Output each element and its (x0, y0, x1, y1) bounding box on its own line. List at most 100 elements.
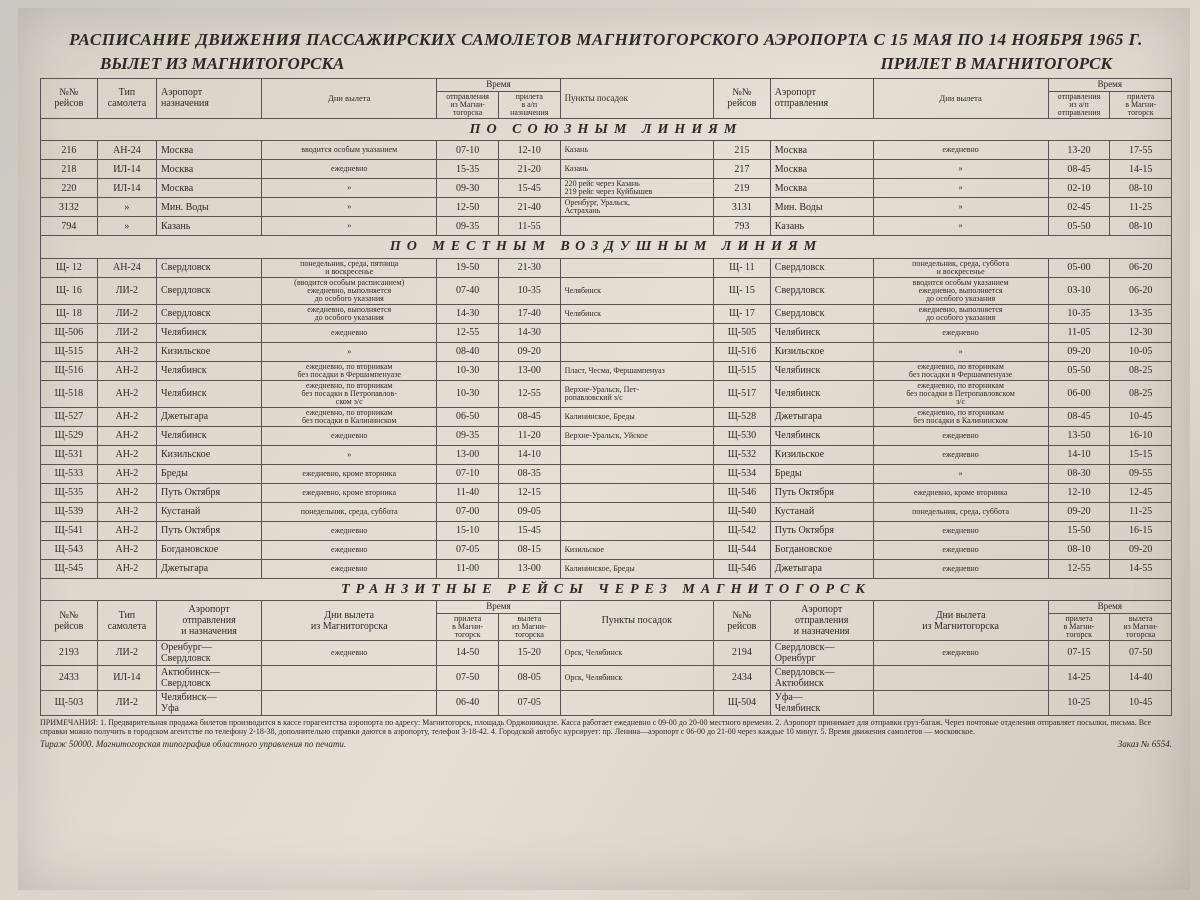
cell: 215 (714, 141, 771, 160)
cell (560, 502, 713, 521)
cell: 220 рейс через Казань219 рейс через Куйб… (560, 179, 713, 198)
table-row: Щ-529АН-2Челябинскежедневно09-3511-20Вер… (41, 426, 1172, 445)
cell: Челябинск (560, 277, 713, 304)
cell: ежедневно (873, 540, 1048, 559)
cell: Казань (770, 217, 873, 236)
cell: 11-25 (1110, 502, 1172, 521)
table-row: Щ- 18ЛИ-2Свердловскежедневно, выполняетс… (41, 304, 1172, 323)
t-hdr-orig: Аэропортотправленияи назначения (770, 601, 873, 641)
cell: Свердловск (770, 258, 873, 277)
cell: Москва (770, 141, 873, 160)
t-hdr-arrm2: прилетав Магни-тогорск (1048, 613, 1110, 640)
cell: 03-10 (1048, 277, 1110, 304)
cell: Щ-544 (714, 540, 771, 559)
cell: 14-10 (498, 445, 560, 464)
cell: понедельник, среда, суббота (873, 502, 1048, 521)
cell: 15-20 (498, 640, 560, 665)
hdr-time: Время (437, 79, 560, 92)
cell: Щ-545 (41, 559, 98, 578)
table-row: 794»Казань»09-3511-55793Казань»05-5008-1… (41, 217, 1172, 236)
cell: Челябинск (770, 361, 873, 380)
cell: 08-10 (1110, 179, 1172, 198)
cell: 14-50 (437, 640, 499, 665)
table-row: Щ-531АН-2Кизильское»13-0014-10Щ-532Кизил… (41, 445, 1172, 464)
cell: 10-35 (1048, 304, 1110, 323)
cell (873, 690, 1048, 715)
cell: 05-50 (1048, 217, 1110, 236)
cell: 21-40 (498, 198, 560, 217)
cell: Свердловск—Актюбинск (770, 665, 873, 690)
table-row: Щ-527АН-2Джетыгараежедневно, по вторника… (41, 407, 1172, 426)
t-hdr-time2: Время (1048, 601, 1171, 614)
cell: Щ-542 (714, 521, 771, 540)
cell: 08-25 (1110, 361, 1172, 380)
cell (262, 665, 437, 690)
cell: Оренбург—Свердловск (156, 640, 261, 665)
cell: 07-50 (1110, 640, 1172, 665)
cell: Щ- 15 (714, 277, 771, 304)
cell: ежедневно, по вторникамбез посадки в Пет… (873, 380, 1048, 407)
cell: 06-40 (437, 690, 499, 715)
cell: 12-10 (1048, 483, 1110, 502)
cell: 216 (41, 141, 98, 160)
cell: ЛИ-2 (97, 304, 156, 323)
cell: Мин. Воды (770, 198, 873, 217)
t-hdr-time: Время (437, 601, 560, 614)
section-transit: ТРАНЗИТНЫЕ РЕЙСЫ ЧЕРЕЗ МАГНИТОГОРСК (41, 578, 1172, 600)
cell: ежедневно, кроме вторника (873, 483, 1048, 502)
cell: » (873, 160, 1048, 179)
cell: АН-2 (97, 502, 156, 521)
cell: Челябинск—Уфа (156, 690, 261, 715)
cell: 15-15 (1110, 445, 1172, 464)
cell: 10-25 (1048, 690, 1110, 715)
cell: 08-40 (437, 342, 499, 361)
cell: вводится особым указаниемежедневно, выпо… (873, 277, 1048, 304)
cell: ежедневно (262, 559, 437, 578)
table-row: Щ-545АН-2Джетыгараежедневно11-0013-00Кал… (41, 559, 1172, 578)
hdr-type: Типсамолета (97, 79, 156, 119)
cell: 08-10 (1110, 217, 1172, 236)
cell: 09-20 (1110, 540, 1172, 559)
cell: ежедневно (262, 540, 437, 559)
cell: ежедневно, выполняетсядо особого указани… (262, 304, 437, 323)
hdr-flight2: №№рейсов (714, 79, 771, 119)
cell: 220 (41, 179, 98, 198)
cell: Джетыгара (770, 407, 873, 426)
hdr-stops: Пункты посадок (560, 79, 713, 119)
t-hdr-dest: Аэропортотправленияи назначения (156, 601, 261, 641)
subtitle-right: ПРИЛЕТ В МАГНИТОГОРСК (881, 54, 1112, 74)
cell: 06-00 (1048, 380, 1110, 407)
cell: ежедневно, по вторникамбез посадки в Кал… (873, 407, 1048, 426)
cell: 10-30 (437, 361, 499, 380)
cell: Щ- 11 (714, 258, 771, 277)
cell: 12-50 (437, 198, 499, 217)
cell: 08-10 (1048, 540, 1110, 559)
hdr-arr2: прилетав Магни-тогорск (1110, 91, 1172, 118)
cell: 2434 (714, 665, 771, 690)
cell: 14-10 (1048, 445, 1110, 464)
cell: 2194 (714, 640, 771, 665)
cell: ЛИ-2 (97, 640, 156, 665)
cell: Джетыгара (770, 559, 873, 578)
cell: Путь Октября (770, 483, 873, 502)
cell: Щ-533 (41, 464, 98, 483)
cell: Оренбург, Уральск,Астрахань (560, 198, 713, 217)
cell: 219 (714, 179, 771, 198)
cell: Щ- 16 (41, 277, 98, 304)
tirazh: Тираж 50000. Магнитогорская типография о… (40, 739, 346, 749)
hdr-dest: Аэропортназначения (156, 79, 261, 119)
cell: АН-24 (97, 141, 156, 160)
cell: ежедневно (873, 141, 1048, 160)
cell: » (262, 179, 437, 198)
cell: Челябинск (156, 361, 261, 380)
cell: Кустанай (156, 502, 261, 521)
cell: ежедневно (262, 640, 437, 665)
cell: 07-40 (437, 277, 499, 304)
table-row: Щ-539АН-2Кустанайпонедельник, среда, суб… (41, 502, 1172, 521)
cell: 14-30 (437, 304, 499, 323)
table-row: 216АН-24Москвавводится особым указанием0… (41, 141, 1172, 160)
cell: Кизильское (770, 445, 873, 464)
cell: Кизильское (156, 445, 261, 464)
cell: Бреды (156, 464, 261, 483)
cell: Актюбинск—Свердловск (156, 665, 261, 690)
